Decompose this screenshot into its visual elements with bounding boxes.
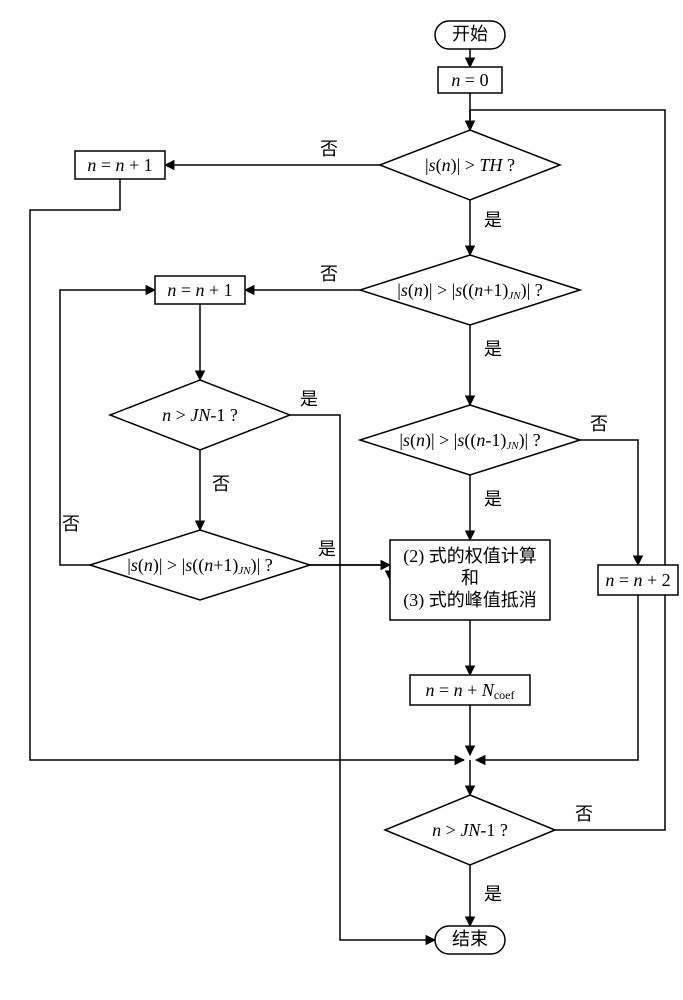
node-d4: |s(n)| > |s((n-1)JN)| ? (360, 405, 580, 475)
flowchart-canvas: 是 否 是 否 是 否 是 否 是 否 (0, 0, 683, 1000)
svg-text:n = n + 2: n = n + 2 (605, 570, 670, 590)
edge-label-yes: 是 (300, 389, 318, 409)
svg-text:n > JN-1 ?: n > JN-1 ? (162, 405, 238, 425)
node-d6: n > JN-1 ? (385, 795, 555, 865)
svg-text:n > JN-1 ?: n > JN-1 ? (432, 820, 508, 840)
edge-label-no: 否 (320, 264, 338, 284)
svg-text:n = n + 1: n = n + 1 (87, 155, 152, 175)
svg-text:|s(n)| > |s((n+1)JN)| ?: |s(n)| > |s((n+1)JN)| ? (397, 280, 542, 302)
svg-text:开始: 开始 (452, 24, 488, 44)
edge-label-yes: 是 (318, 539, 336, 559)
svg-text:(2) 式的权值计算: (2) 式的权值计算 (403, 546, 537, 567)
node-d1: |s(n)| > TH ? (380, 130, 560, 200)
edge-label-no: 否 (320, 139, 338, 159)
svg-text:(3) 式的峰值抵消: (3) 式的峰值抵消 (403, 590, 537, 611)
node-d3: n > JN-1 ? (110, 380, 290, 450)
edge-label-no: 否 (212, 474, 230, 494)
edge-label-yes: 是 (484, 339, 502, 359)
svg-text:结束: 结束 (452, 929, 488, 949)
svg-text:n = n + 1: n = n + 1 (167, 280, 232, 300)
svg-text:|s(n)| > |s((n+1)JN)| ?: |s(n)| > |s((n+1)JN)| ? (127, 555, 272, 577)
edge-label-yes: 是 (484, 884, 502, 904)
node-incA: n = n + 1 (75, 151, 165, 179)
edge-label-no: 否 (62, 514, 80, 534)
node-proc: (2) 式的权值计算 和 (3) 式的峰值抵消 (390, 540, 550, 620)
node-d2: |s(n)| > |s((n+1)JN)| ? (360, 255, 580, 325)
node-init: n = 0 (438, 67, 502, 93)
svg-text:n = 0: n = 0 (451, 70, 488, 90)
node-end: 结束 (435, 926, 505, 954)
edge-label-yes: 是 (484, 489, 502, 509)
node-d5: |s(n)| > |s((n+1)JN)| ? (90, 530, 310, 600)
node-inc2: n = n + 2 (598, 565, 678, 595)
svg-text:|s(n)| > |s((n-1)JN)| ?: |s(n)| > |s((n-1)JN)| ? (399, 430, 540, 452)
edges: 是 否 是 否 是 否 是 否 是 否 (30, 49, 665, 940)
node-incCoef: n = n + Ncoef (410, 675, 530, 705)
node-incB: n = n + 1 (155, 276, 245, 304)
svg-text:和: 和 (461, 568, 479, 588)
svg-text:|s(n)| > TH ?: |s(n)| > TH ? (425, 155, 515, 176)
edge-label-yes: 是 (484, 210, 502, 230)
edge-label-no: 否 (575, 804, 593, 824)
edge-label-no: 否 (590, 414, 608, 434)
node-start: 开始 (435, 21, 505, 49)
